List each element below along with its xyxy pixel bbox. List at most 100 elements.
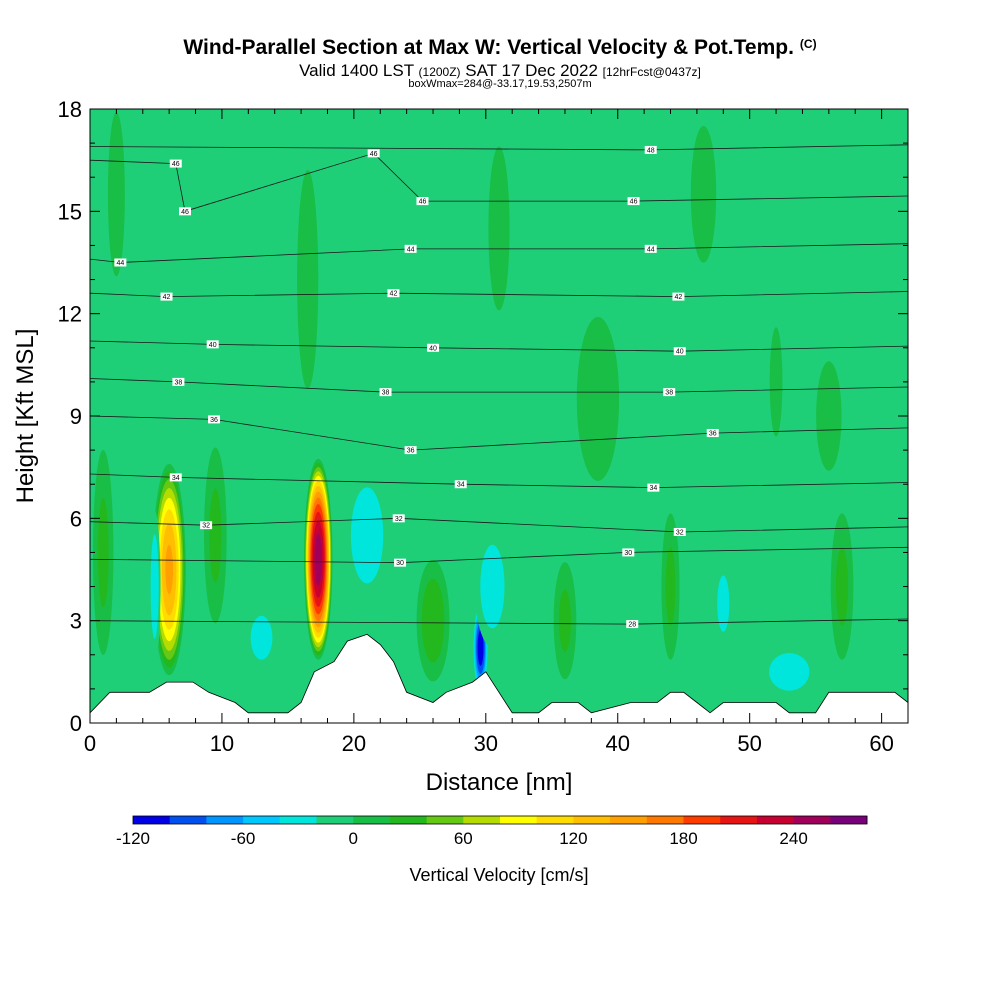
theta-label: 44 (114, 258, 127, 267)
colorbar-swatch (720, 816, 758, 824)
theta-label-text: 32 (395, 516, 403, 523)
theta-label-bg (114, 258, 127, 267)
theta-label-bg (387, 289, 400, 298)
theta-label-bg (416, 197, 429, 206)
w-contour-band (690, 125, 717, 263)
w-contour-band (717, 575, 730, 632)
theta-label: 46 (169, 159, 182, 168)
x-tick-label: 20 (342, 731, 366, 756)
theta-label-text: 34 (649, 485, 657, 492)
theta-label: 42 (160, 292, 173, 301)
theta-label-text: 32 (202, 523, 210, 530)
theta-label-text: 30 (396, 560, 404, 567)
w-feature-17 (576, 316, 620, 481)
theta-label-bg (394, 558, 407, 567)
y-tick-label: 15 (58, 199, 82, 224)
theta-label-bg (673, 347, 686, 356)
theta-label-bg (206, 340, 219, 349)
x-tick-label: 40 (605, 731, 629, 756)
w-feature-0 (152, 463, 186, 676)
colorbar-swatch (169, 816, 207, 824)
colorbar-tick-label: 60 (454, 829, 473, 848)
theta-label-bg (647, 483, 660, 492)
theta-label: 46 (178, 207, 191, 216)
w-feature-15 (297, 170, 319, 389)
theta-label-text: 48 (647, 147, 655, 154)
colorbar-tick-label: 120 (559, 829, 587, 848)
theta-label-text: 40 (429, 345, 437, 352)
w-contour-band (165, 544, 174, 595)
box-max-info: boxWmax=284@-33.17,19.53,2507m (408, 78, 592, 90)
w-feature-8 (759, 644, 819, 700)
date-text: SAT 17 Dec 2022 (465, 61, 598, 80)
theta-label-text: 28 (628, 622, 636, 629)
theta-contour-labels: 46 46 48 46 46 46 44 44 44 42 42 42 40 40 40 38 38 38 36 36… (114, 145, 719, 629)
colorbar-swatch (536, 816, 574, 824)
theta-label-bg (706, 429, 719, 438)
theta-label-bg (200, 521, 213, 530)
w-contour-band (250, 615, 273, 660)
theta-label-bg (427, 343, 440, 352)
copyright-mark: (C) (799, 37, 817, 51)
w-contour-band (835, 547, 849, 626)
theta-label-text: 38 (665, 390, 673, 397)
w-feature-1 (304, 458, 333, 660)
theta-label-text: 34 (457, 482, 465, 489)
w-contour-band (350, 487, 384, 584)
colorbar-frame (132, 815, 868, 825)
colorbar-swatch (610, 816, 648, 824)
theta-label: 44 (644, 244, 657, 253)
w-contour-band (480, 544, 505, 629)
w-contour-band (97, 497, 109, 608)
theta-label: 36 (706, 429, 719, 438)
chart-title: Wind-Parallel Section at Max W: Vertical… (0, 36, 1000, 60)
colorbar-tick-label: 0 (348, 829, 357, 848)
theta-label-bg (404, 244, 417, 253)
w-feature-3 (148, 510, 161, 663)
theta-label: 38 (379, 388, 392, 397)
valid-time-text: Valid 1400 LST (299, 61, 414, 80)
theta-label-bg (622, 548, 635, 557)
y-tick-label: 6 (70, 506, 82, 531)
theta-label: 38 (172, 377, 185, 386)
terrain (90, 633, 908, 723)
colorbar-swatch (426, 816, 464, 824)
x-tick-label: 10 (210, 731, 234, 756)
w-feature-6 (474, 525, 511, 648)
theta-label: 46 (416, 197, 429, 206)
colorbar-swatch (756, 816, 795, 824)
colorbar-swatch (573, 816, 611, 824)
y-tick-label: 0 (70, 711, 82, 736)
theta-label-text: 30 (624, 550, 632, 557)
theta-label-text: 38 (174, 379, 182, 386)
theta-label: 32 (392, 514, 405, 523)
theta-label-text: 36 (210, 417, 218, 424)
theta-label: 32 (673, 527, 686, 536)
theta-label-text: 46 (630, 199, 638, 206)
forecast-info-text: [12hrFcst@0437z] (602, 65, 701, 79)
theta-label-text: 44 (407, 246, 415, 253)
theta-label: 40 (206, 340, 219, 349)
utc-time-text: (1200Z) (418, 65, 461, 79)
theta-label-bg (367, 149, 380, 158)
colorbar-swatch (830, 816, 868, 824)
theta-label-text: 32 (676, 529, 684, 536)
theta-label: 36 (404, 446, 417, 455)
colorbar-swatch (206, 816, 244, 824)
theta-label-text: 40 (209, 342, 217, 349)
colorbar-tick-label: 240 (779, 829, 807, 848)
w-contour-band (769, 327, 783, 437)
theta-label-text: 34 (172, 475, 180, 482)
colorbar-tick-label: -120 (116, 829, 150, 848)
w-contour-band (297, 170, 319, 389)
w-feature-5 (343, 465, 391, 606)
colorbar-tick-label: 180 (669, 829, 697, 848)
theta-label: 36 (208, 415, 221, 424)
y-tick-label: 18 (58, 97, 82, 122)
chart-title-text: Wind-Parallel Section at Max W: Vertical… (183, 36, 794, 59)
colorbar-swatch (353, 816, 391, 824)
theta-label-text: 42 (163, 294, 171, 301)
vertical-velocity-field (90, 109, 908, 723)
